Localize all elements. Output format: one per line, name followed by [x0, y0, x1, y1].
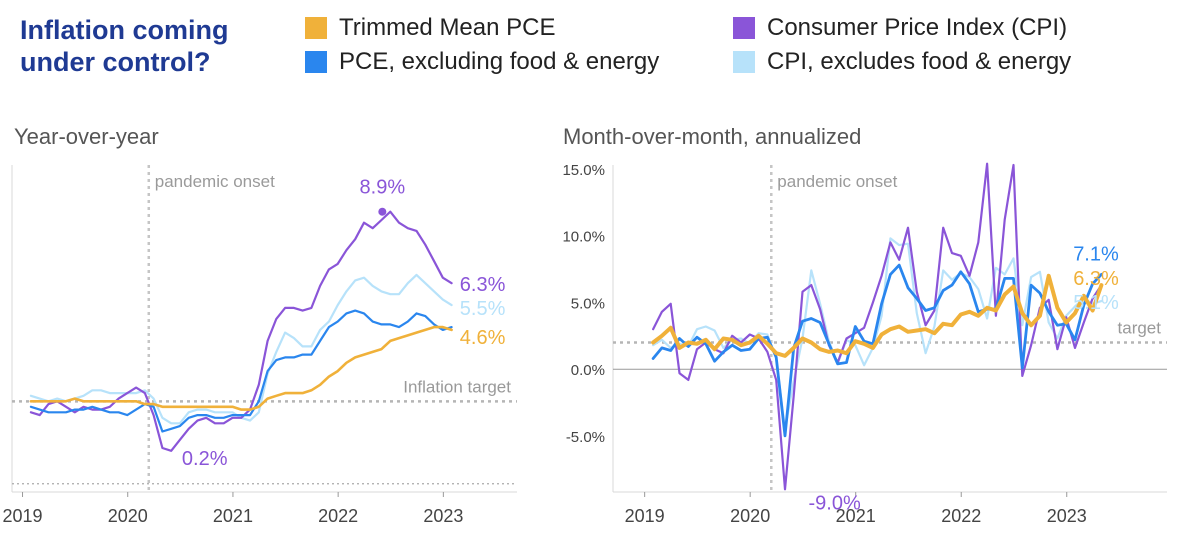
legend-item-core-cpi: CPI, excludes food & energy [733, 48, 1071, 76]
legend-item-trimmed: Trimmed Mean PCE [305, 14, 556, 42]
legend-swatch-cpi [733, 17, 755, 39]
y-tick-label: -5.0% [566, 429, 605, 446]
legend-item-cpi: Consumer Price Index (CPI) [733, 14, 1067, 42]
target-label: Inflation target [403, 377, 511, 396]
legend-label-trimmed: Trimmed Mean PCE [339, 14, 556, 41]
legend-swatch-trimmed [305, 17, 327, 39]
y-tick-label: 5.0% [571, 295, 605, 312]
pandemic-onset-label: pandemic onset [777, 172, 897, 191]
target-label: target [1118, 319, 1162, 338]
x-tick-label: 2019 [625, 506, 665, 526]
x-tick-label: 2021 [836, 506, 876, 526]
series-line-core-pce [29, 309, 453, 433]
legend-swatch-core-cpi [733, 51, 755, 73]
data-label: 7.1% [1073, 243, 1119, 265]
series-line-trimmed [29, 325, 453, 411]
data-label: 0.2% [182, 448, 228, 470]
x-tick-label: 2021 [213, 506, 253, 526]
legend-label-core-pce: PCE, excluding food & energy [339, 48, 660, 75]
data-label: 8.9% [360, 177, 406, 199]
series-line-core-pce [651, 263, 1103, 438]
data-label: 4.6% [460, 327, 506, 349]
x-tick-label: 2019 [2, 506, 42, 526]
legend-item-core-pce: PCE, excluding food & energy [305, 48, 659, 76]
x-tick-label: 2020 [730, 506, 770, 526]
headline: Inflation coming under control? [20, 15, 229, 77]
data-label: 5.5% [460, 298, 506, 320]
series-line-cpi [651, 162, 1103, 491]
peak-marker [378, 207, 387, 216]
data-label: 6.3% [1073, 268, 1119, 290]
y-tick-label: 15.0% [562, 162, 605, 179]
legend-label-core-cpi: CPI, excludes food & energy [767, 48, 1072, 75]
data-label: 5.1% [1073, 292, 1119, 314]
series-line-trimmed [651, 273, 1104, 358]
data-label: 6.3% [460, 274, 506, 296]
data-label: -9.0% [809, 492, 861, 514]
left-chart-title: Year-over-year [14, 124, 159, 149]
y-tick-label: 10.0% [562, 229, 605, 246]
x-tick-label: 2020 [108, 506, 148, 526]
right-chart-title: Month-over-month, annualized [563, 124, 862, 149]
x-tick-label: 2023 [1047, 506, 1087, 526]
legend: Trimmed Mean PCE Consumer Price Index (C… [0, 0, 1200, 100]
legend-swatch-core-pce [305, 51, 327, 73]
pandemic-onset-label: pandemic onset [155, 172, 275, 191]
x-tick-label: 2022 [318, 506, 358, 526]
x-tick-label: 2022 [941, 506, 981, 526]
legend-label-cpi: Consumer Price Index (CPI) [767, 14, 1068, 41]
x-tick-label: 2023 [423, 506, 463, 526]
y-tick-label: 0.0% [571, 362, 605, 379]
